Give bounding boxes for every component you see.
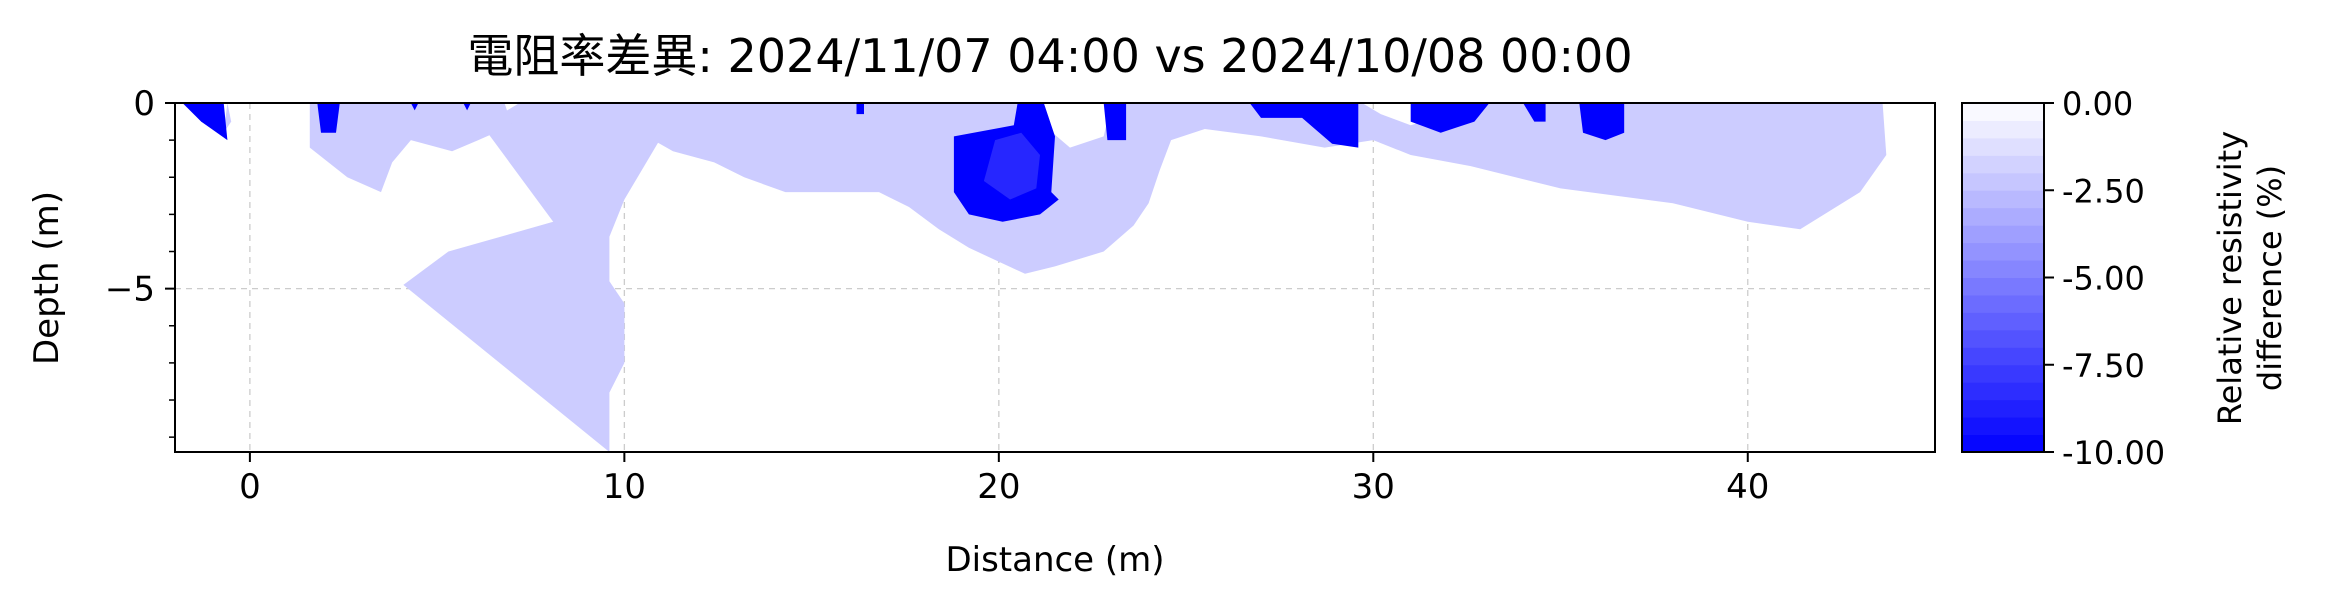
colorbar-tick-label-0: 0.00 [2062, 85, 2133, 123]
x-tick-label-0: 0 [239, 467, 261, 507]
y-tick-label-1: −5 [105, 270, 155, 310]
y-tick-label-0: 0 [133, 84, 155, 124]
colorbar-band-1 [1962, 417, 2044, 435]
colorbar-band-5 [1962, 347, 2044, 365]
contour-region-13 [857, 103, 865, 114]
colorbar-band-12 [1962, 225, 2044, 243]
colorbar-band-19 [1962, 103, 2044, 121]
colorbar-band-17 [1962, 138, 2044, 156]
contour-region-12 [317, 103, 340, 133]
colorbar-band-6 [1962, 330, 2044, 348]
y-axis: 0 −5 [105, 84, 175, 310]
colorbar-band-9 [1962, 278, 2044, 296]
colorbar-band-14 [1962, 190, 2044, 208]
x-tick-label-1: 10 [603, 467, 646, 507]
colorbar-band-13 [1962, 208, 2044, 226]
chart-title: 電阻率差異: 2024/11/07 04:00 vs 2024/10/08 00… [467, 29, 1632, 83]
colorbar-band-10 [1962, 260, 2044, 278]
x-tick-label-3: 30 [1352, 467, 1395, 507]
colorbar-band-4 [1962, 365, 2044, 383]
colorbar-band-15 [1962, 173, 2044, 191]
x-tick-label-4: 40 [1726, 467, 1769, 507]
colorbar-tick-label-2: -5.00 [2062, 260, 2145, 298]
x-axis: 0 10 20 30 40 [239, 452, 1769, 507]
colorbar-label-line-1: Relative resistivity [2211, 131, 2249, 425]
y-axis-label: Depth (m) [27, 191, 67, 365]
colorbar-tick-label-3: -7.50 [2062, 347, 2145, 385]
colorbar-band-18 [1962, 120, 2044, 138]
colorbar-band-16 [1962, 155, 2044, 173]
colorbar-band-11 [1962, 243, 2044, 261]
colorbar-label-line-2: difference (%) [2251, 165, 2289, 391]
colorbar-band-3 [1962, 382, 2044, 400]
colorbar-axis: 0.00 -2.50 -5.00 -7.50 -10.00 [2044, 85, 2165, 472]
colorbar-band-7 [1962, 312, 2044, 330]
x-axis-label: Distance (m) [945, 540, 1164, 580]
contour-region-11 [1104, 103, 1126, 140]
x-tick-label-2: 20 [977, 467, 1020, 507]
colorbar-bands [1962, 103, 2044, 453]
colorbar-band-0 [1962, 435, 2044, 453]
colorbar-tick-label-4: -10.00 [2062, 434, 2165, 472]
colorbar-tick-label-1: -2.50 [2062, 172, 2145, 210]
colorbar-band-8 [1962, 295, 2044, 313]
colorbar-band-2 [1962, 400, 2044, 418]
